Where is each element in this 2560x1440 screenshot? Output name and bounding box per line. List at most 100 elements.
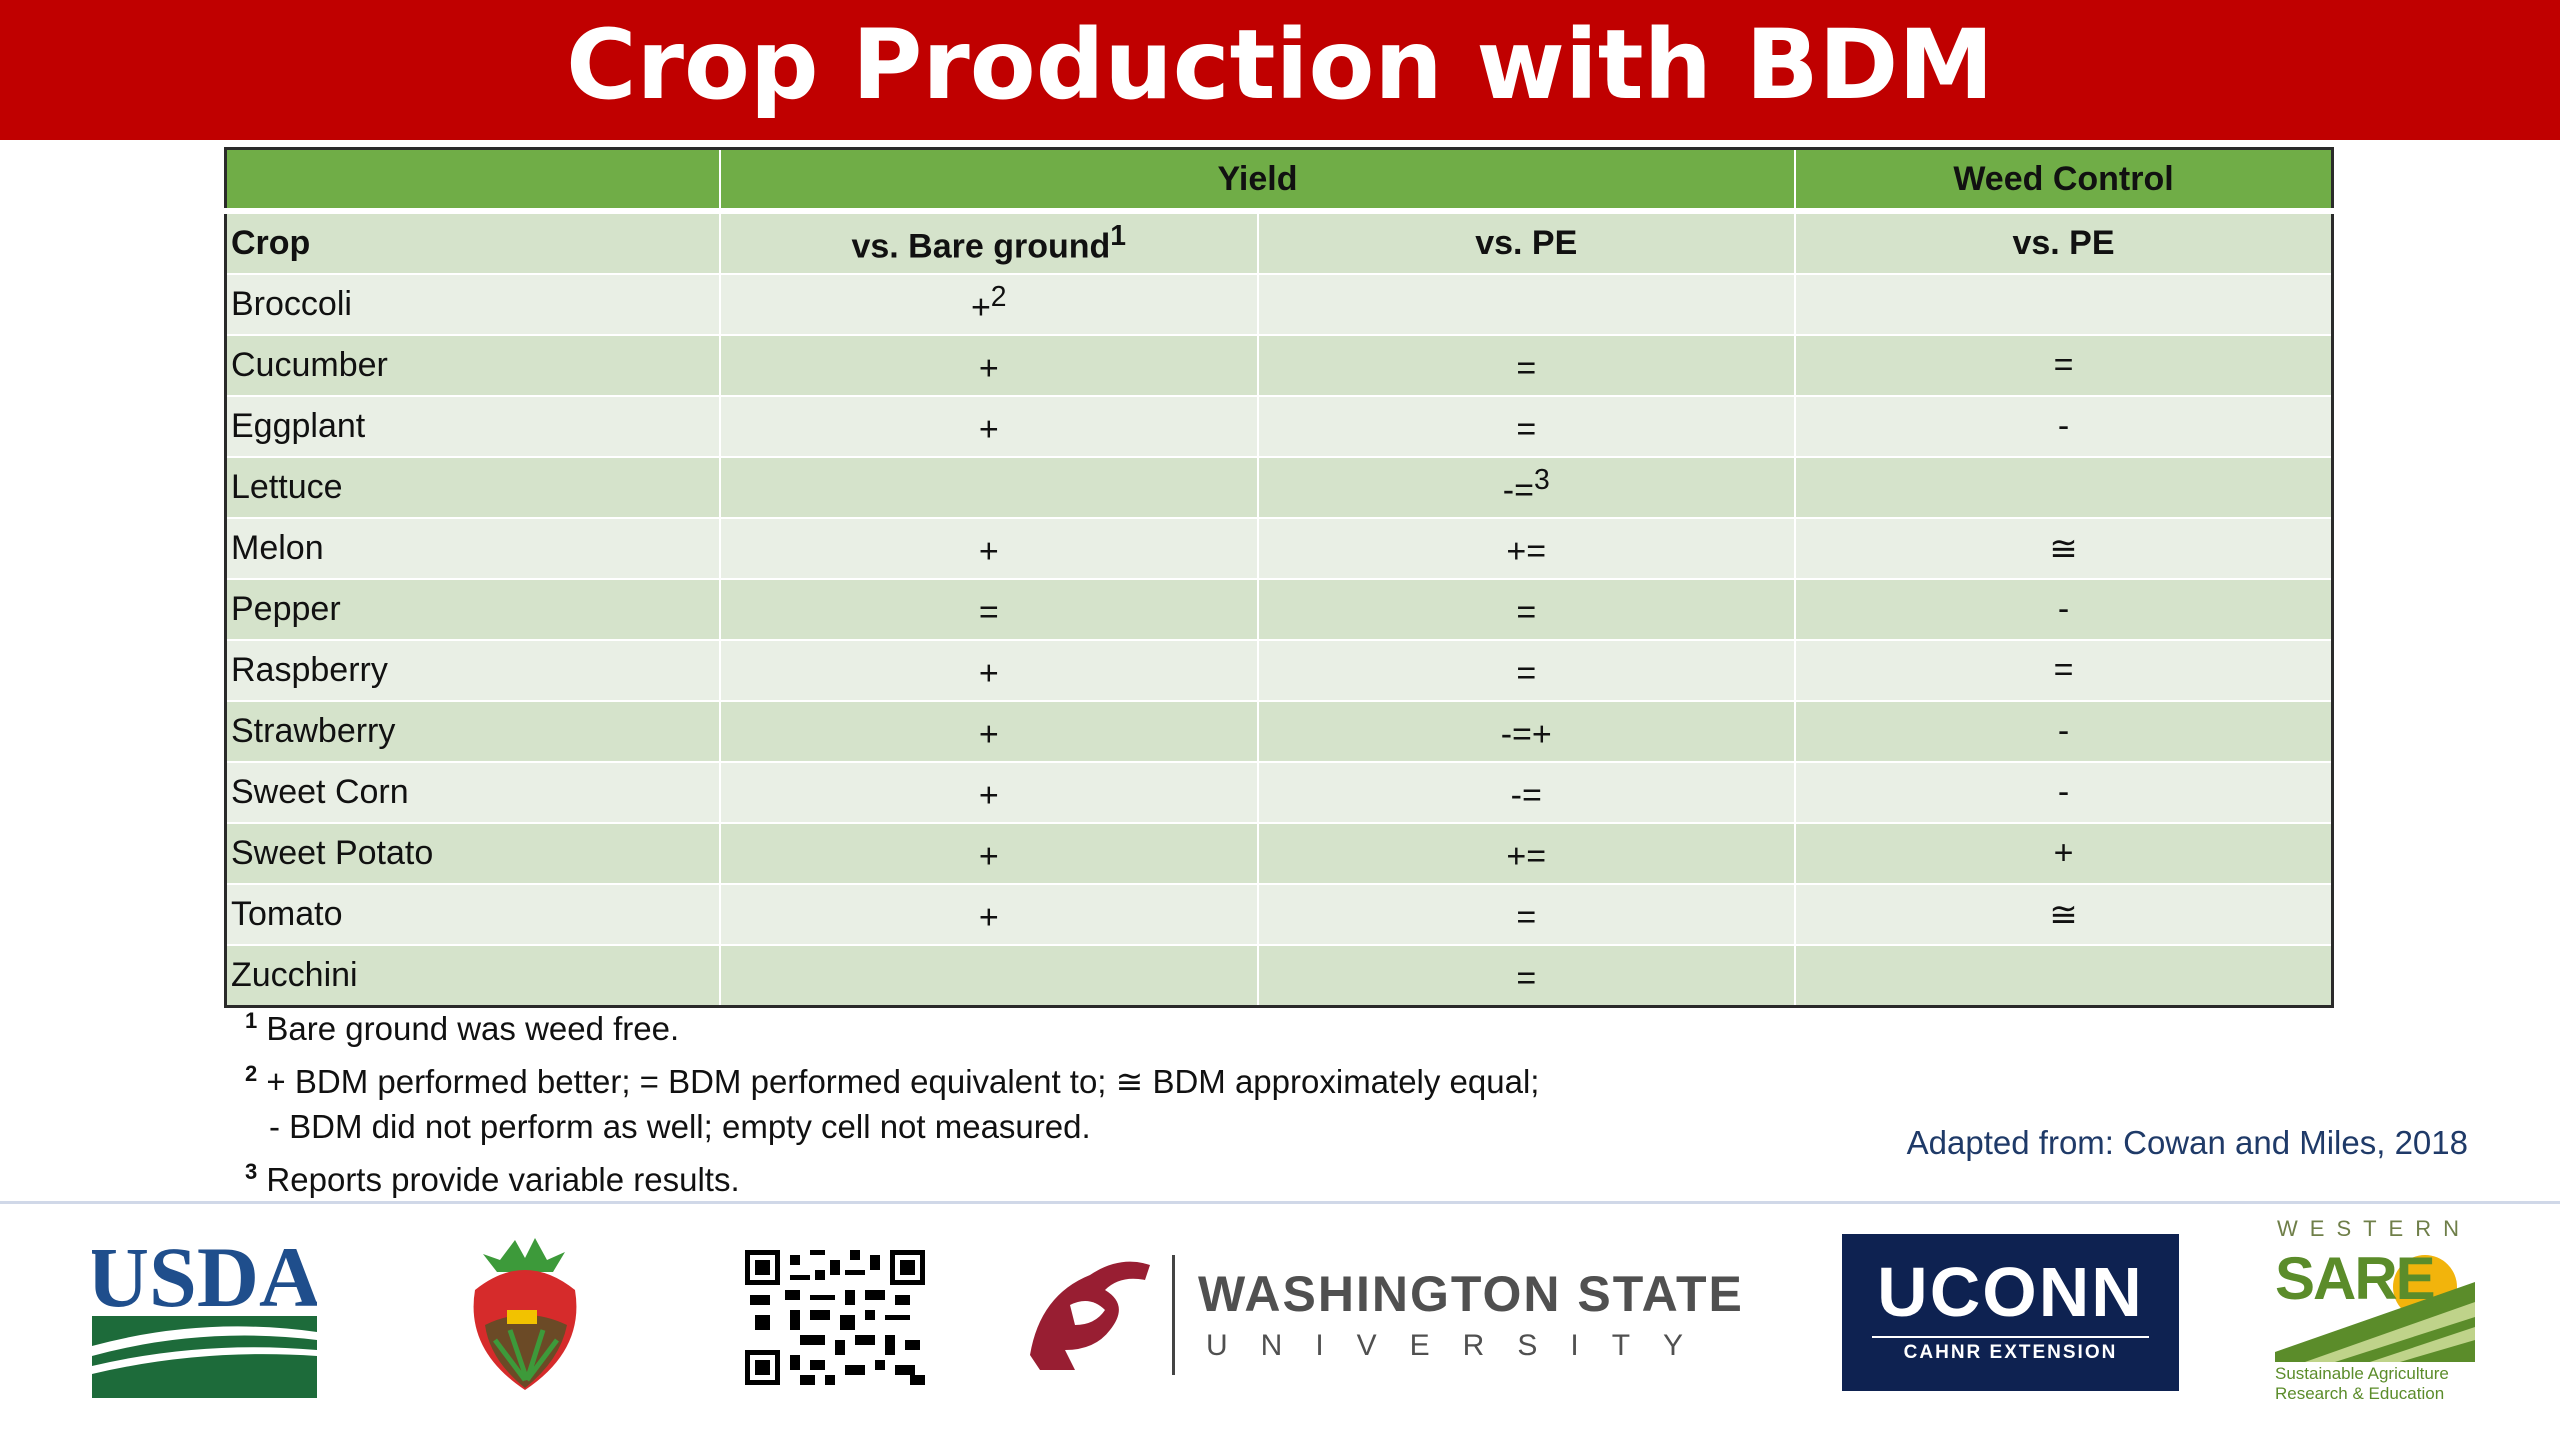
cell-yield-vs-bare: = — [720, 579, 1259, 641]
cell-crop-value: Lettuce — [231, 468, 343, 506]
cell-yield-vs-bare: + — [720, 518, 1259, 580]
cell-yield-vs-bare: + — [720, 396, 1259, 458]
cell-yield-vs-bare-value: + — [978, 837, 999, 876]
cell-yield-vs-bare-value: + — [978, 410, 999, 449]
cell-weed-vs-pe — [1795, 274, 2334, 336]
uconn-logo: UCONN CAHNR EXTENSION — [1842, 1234, 2179, 1391]
western-sare-logo: WESTERN SARE Sustainable Agriculture Res… — [2275, 1216, 2475, 1416]
header-yield-vs-pe: vs. PE — [1257, 211, 1796, 275]
footer-divider — [0, 1201, 2560, 1204]
wsu-logo: WASHINGTON STATE UNIVERSITY — [1010, 1235, 1742, 1395]
cell-crop: Lettuce — [225, 457, 721, 519]
usda-logo: USDA — [87, 1228, 321, 1398]
cell-yield-vs-bare: + — [720, 640, 1259, 702]
header-crop: Crop — [225, 211, 721, 275]
logo-strip: USDA WASHINGTON STATE — [0, 1210, 2560, 1440]
cell-weed-vs-pe: = — [1795, 640, 2334, 702]
cell-weed-vs-pe: ≅ — [1795, 518, 2334, 580]
cell-yield-vs-bare-value: + — [970, 288, 991, 327]
cell-weed-vs-pe — [1795, 457, 2334, 519]
group-header-empty — [225, 148, 721, 214]
strawberry-logo — [455, 1230, 595, 1400]
cell-yield-vs-bare-value: + — [978, 349, 999, 388]
cell-weed-vs-pe-value: ≅ — [2049, 895, 2078, 934]
cell-crop-value: Raspberry — [231, 651, 388, 689]
cell-weed-vs-pe: - — [1795, 762, 2334, 824]
cell-yield-vs-pe: = — [1257, 579, 1796, 641]
header-vs-bare-ground-label: vs. Bare ground — [851, 227, 1111, 266]
cell-weed-vs-pe — [1795, 945, 2334, 1008]
cell-weed-vs-pe: + — [1795, 823, 2334, 885]
footnote-text: + BDM performed better; = BDM performed … — [266, 1063, 1540, 1100]
sare-sub2: Research & Education — [2275, 1384, 2445, 1403]
cell-yield-vs-bare — [720, 945, 1259, 1008]
table-row: Raspberry + = = — [225, 640, 2334, 702]
source-citation: Adapted from: Cowan and Miles, 2018 — [1906, 1124, 2468, 1161]
cell-yield-vs-pe-value: = — [1516, 959, 1537, 998]
cell-crop: Broccoli — [225, 274, 721, 336]
cell-crop-value: Eggplant — [231, 407, 366, 445]
cell-yield-vs-pe: = — [1257, 335, 1796, 397]
header-vs-bare-ground: vs. Bare ground1 — [720, 211, 1259, 275]
crop-table: Yield Weed Control Crop vs. Bare ground1… — [224, 147, 2334, 1008]
footnote-ref: 3 — [1533, 464, 1550, 497]
footnote-mark: 2 — [245, 1061, 258, 1086]
footnote-text: Reports provide variable results. — [266, 1161, 740, 1198]
footnotes: 1 Bare ground was weed free. 2 + BDM per… — [245, 998, 1539, 1202]
cell-yield-vs-pe-value: = — [1516, 593, 1537, 632]
cell-yield-vs-bare-value: + — [978, 715, 999, 754]
cell-yield-vs-pe-value: = — [1516, 654, 1537, 693]
cell-yield-vs-pe — [1257, 274, 1796, 336]
group-header-weed-control: Weed Control — [1795, 148, 2334, 214]
cell-yield-vs-pe-value: = — [1516, 410, 1537, 449]
cell-crop: Tomato — [225, 884, 721, 946]
table-row: Sweet Corn + -= - — [225, 762, 2334, 824]
footnote-3: 3 Reports provide variable results. — [245, 1149, 1539, 1202]
cell-crop-value: Pepper — [231, 590, 341, 628]
cell-crop: Raspberry — [225, 640, 721, 702]
cell-crop-value: Tomato — [231, 895, 343, 933]
cell-yield-vs-pe-value: -= — [1502, 471, 1534, 510]
cell-yield-vs-pe: -=3 — [1257, 457, 1796, 519]
cell-yield-vs-pe-value: = — [1516, 349, 1537, 388]
cell-yield-vs-pe-value: += — [1506, 837, 1547, 876]
cell-weed-vs-pe-value: - — [2057, 712, 2070, 750]
table-sub-header-row: Crop vs. Bare ground1 vs. PE vs. PE — [225, 211, 2334, 275]
cell-yield-vs-pe: += — [1257, 823, 1796, 885]
cell-yield-vs-pe: += — [1257, 518, 1796, 580]
footnote-1: 1 Bare ground was weed free. — [245, 998, 1539, 1051]
cell-crop-value: Broccoli — [231, 285, 352, 323]
cell-yield-vs-pe: = — [1257, 640, 1796, 702]
cell-yield-vs-bare-value: + — [978, 776, 999, 815]
table-row: Tomato + = ≅ — [225, 884, 2334, 946]
table-row: Pepper = = - — [225, 579, 2334, 641]
table-body: Broccoli +2 Cucumber + = = Eggplant + = - Lettuce -… — [225, 274, 2334, 1008]
cell-yield-vs-bare: + — [720, 335, 1259, 397]
table-row: Melon + += ≅ — [225, 518, 2334, 580]
table-row: Zucchini = — [225, 945, 2334, 1008]
sare-top: WESTERN — [2277, 1216, 2471, 1241]
cell-crop: Eggplant — [225, 396, 721, 458]
cell-crop: Strawberry — [225, 701, 721, 763]
footnote-2: 2 + BDM performed better; = BDM performe… — [245, 1051, 1539, 1104]
sare-main: SARE — [2275, 1245, 2436, 1312]
cell-weed-vs-pe: - — [1795, 579, 2334, 641]
cell-yield-vs-pe-value: = — [1516, 898, 1537, 937]
wsu-name-line1: WASHINGTON STATE — [1198, 1266, 1744, 1322]
cell-yield-vs-pe: -= — [1257, 762, 1796, 824]
cell-yield-vs-pe: = — [1257, 945, 1796, 1008]
cell-crop-value: Strawberry — [231, 712, 396, 750]
cell-weed-vs-pe-value: - — [2057, 773, 2070, 811]
page-title: Crop Production with BDM — [566, 9, 1994, 121]
qr-code[interactable] — [745, 1250, 925, 1385]
cell-yield-vs-bare-value: + — [978, 532, 999, 571]
uconn-sub: CAHNR EXTENSION — [1903, 1342, 2118, 1363]
cell-weed-vs-pe-value: + — [2053, 834, 2074, 872]
cell-weed-vs-pe: - — [1795, 701, 2334, 763]
cell-weed-vs-pe: - — [1795, 396, 2334, 458]
cell-crop: Zucchini — [225, 945, 721, 1008]
footnote-mark: 3 — [245, 1159, 258, 1184]
cell-crop: Sweet Corn — [225, 762, 721, 824]
cell-crop: Cucumber — [225, 335, 721, 397]
table-group-header-row: Yield Weed Control — [225, 148, 2334, 214]
